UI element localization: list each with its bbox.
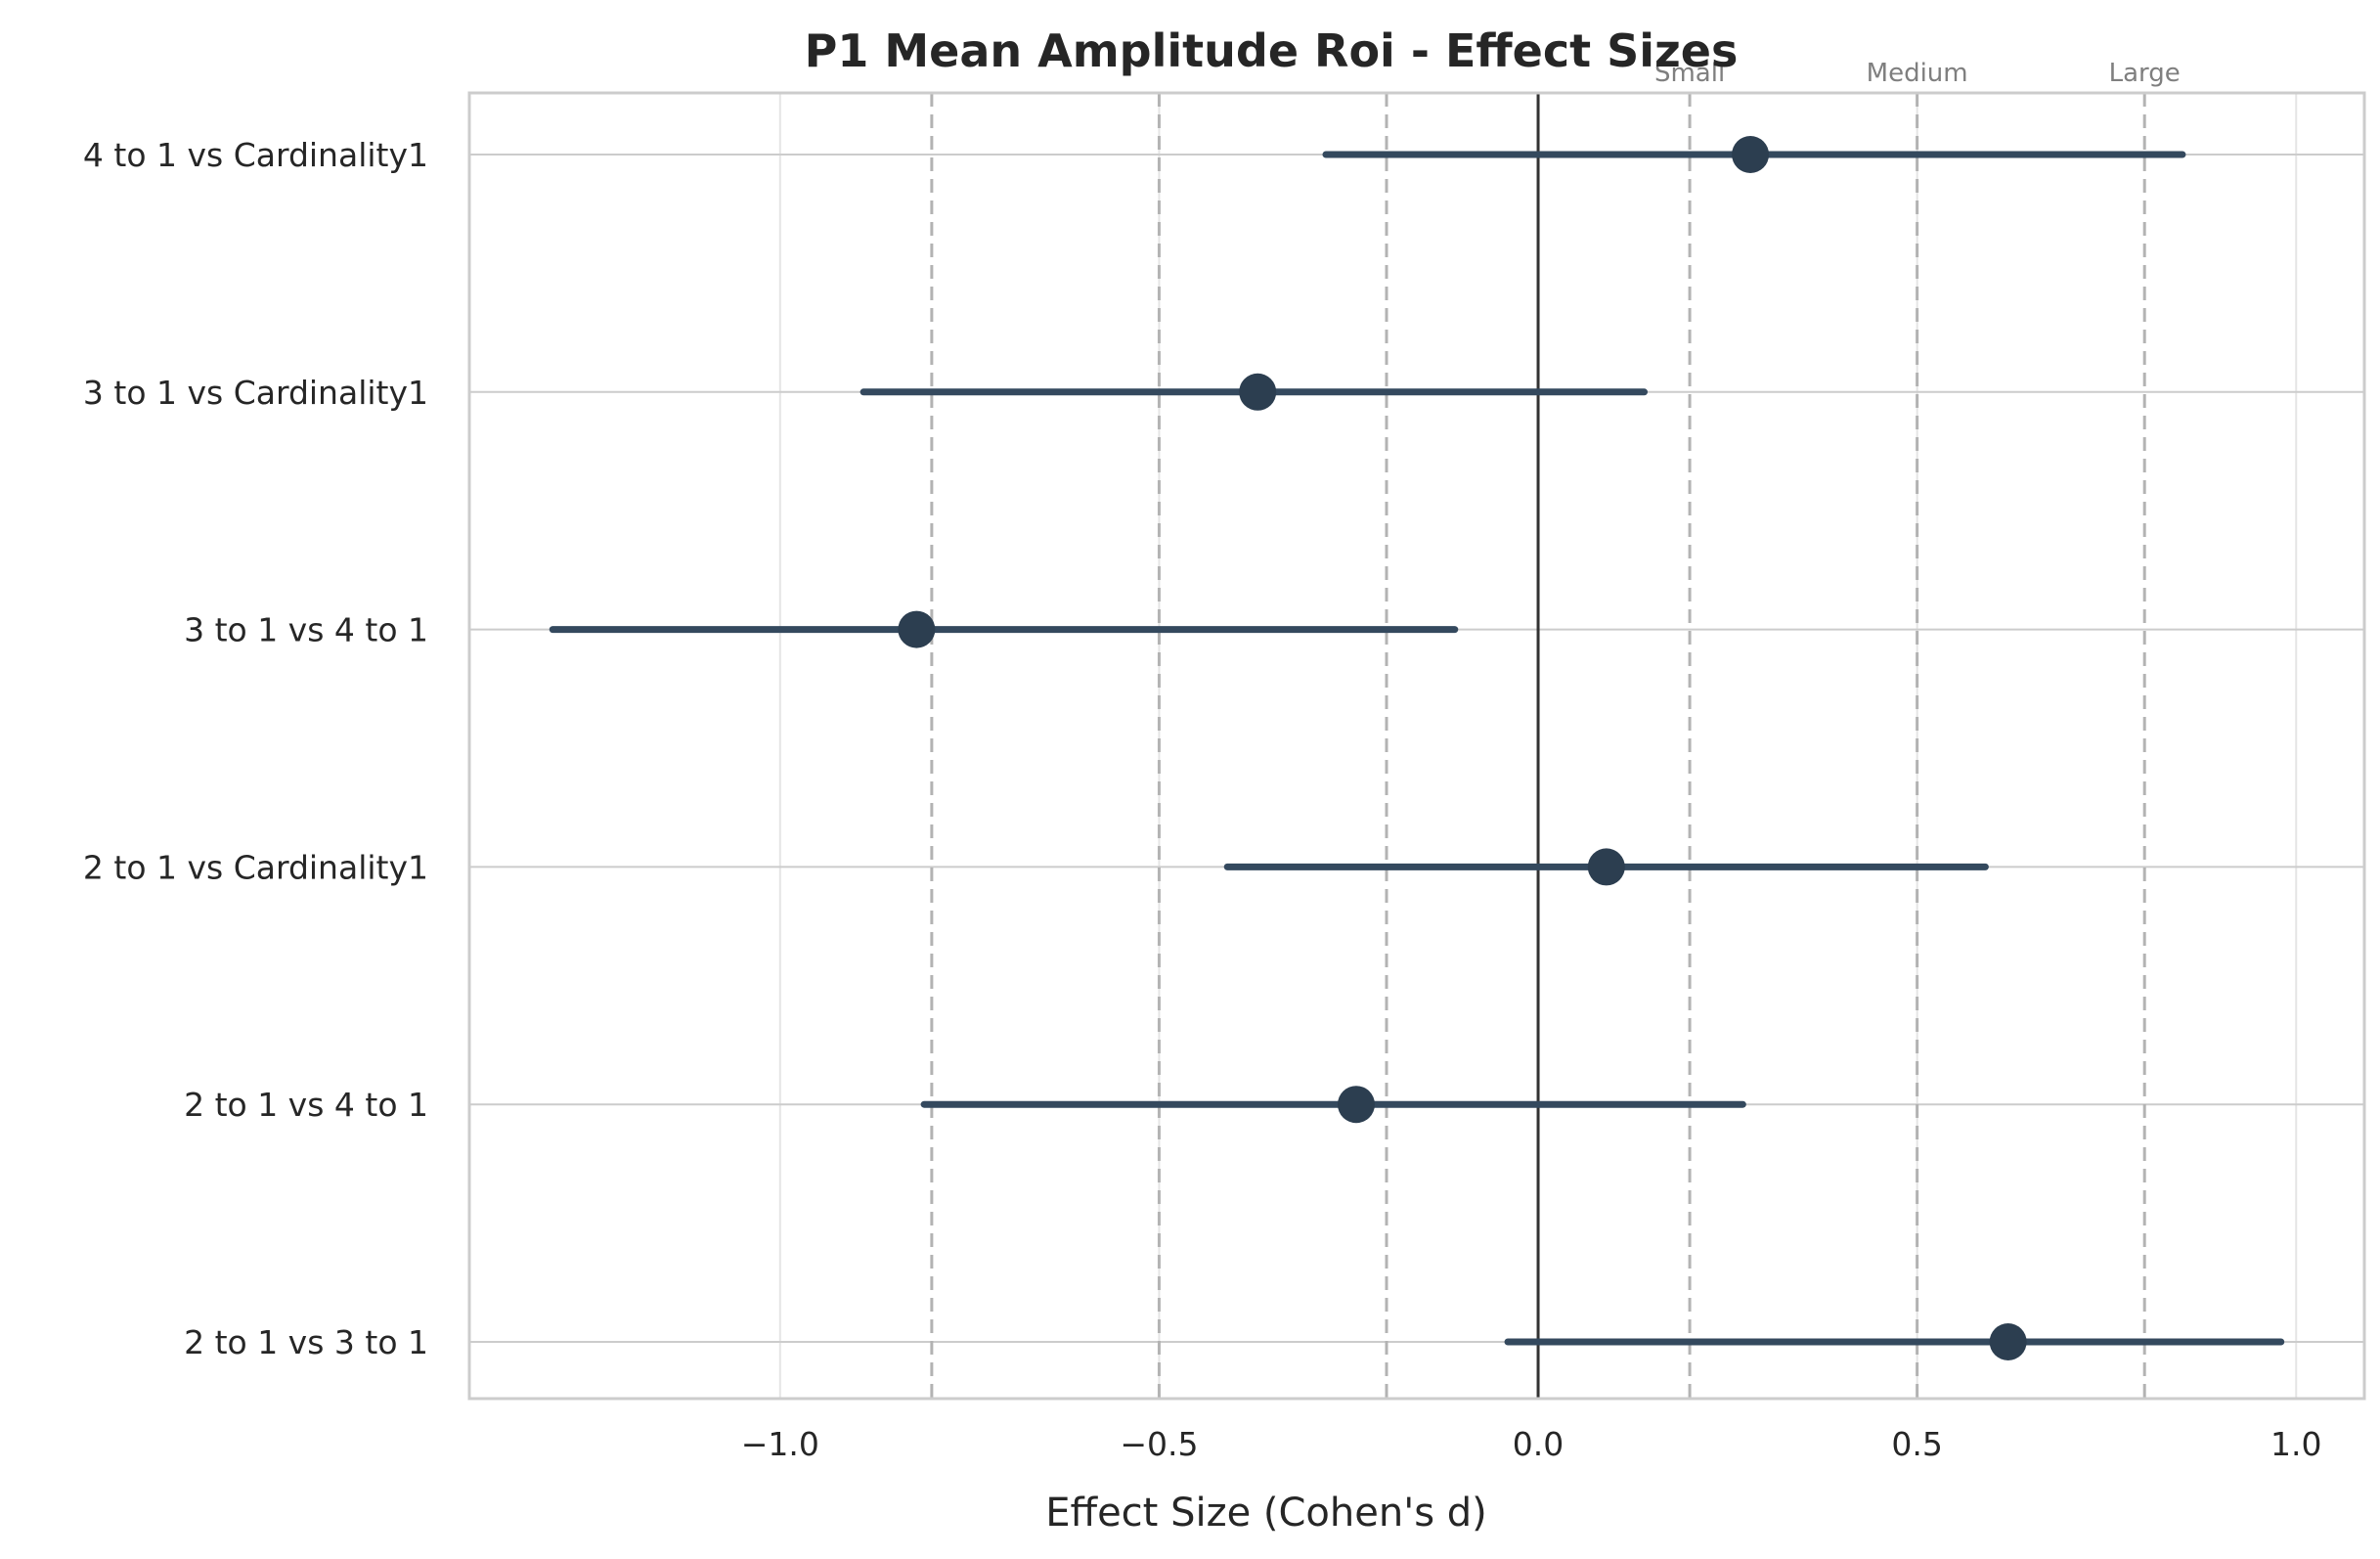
y-tick-label: 4 to 1 vs Cardinality1	[83, 136, 428, 174]
threshold-layer	[930, 93, 2146, 1399]
x-tick-label: 0.5	[1891, 1425, 1942, 1463]
effect-point	[1732, 136, 1770, 173]
y-tick-label: 3 to 1 vs Cardinality1	[83, 374, 428, 412]
x-tick-label: 0.0	[1513, 1425, 1564, 1463]
x-axis-label: Effect Size (Cohen's d)	[1045, 1491, 1487, 1536]
effect-point	[898, 610, 936, 648]
text-layer: −1.0 −0.5 0.0 0.5 1.0 4 to 1 vs Cardinality1 3…	[83, 59, 2322, 1463]
chart-title: P1 Mean Amplitude Roi - Effect Sizes	[805, 24, 1739, 77]
x-tick-label: −0.5	[1120, 1425, 1198, 1463]
effect-point	[1337, 1086, 1375, 1124]
effect-point	[1239, 373, 1277, 411]
marks-layer	[549, 93, 2285, 1399]
threshold-label: Large	[2109, 59, 2181, 88]
plot-frame	[467, 91, 2366, 1401]
frame-layer	[467, 91, 2366, 1401]
threshold-label: Small	[1654, 59, 1725, 88]
effect-point	[1989, 1323, 2027, 1360]
x-tick-label: 1.0	[2270, 1425, 2321, 1463]
effect-point	[1587, 848, 1625, 886]
y-tick-label: 2 to 1 vs 4 to 1	[184, 1086, 428, 1124]
y-tick-label: 2 to 1 vs Cardinality1	[83, 848, 428, 886]
y-tick-label: 3 to 1 vs 4 to 1	[184, 611, 428, 649]
x-tick-label: −1.0	[741, 1425, 819, 1463]
grid-layer	[469, 93, 2364, 1399]
y-tick-label: 2 to 1 vs 3 to 1	[184, 1323, 428, 1361]
threshold-label: Medium	[1867, 59, 1968, 88]
